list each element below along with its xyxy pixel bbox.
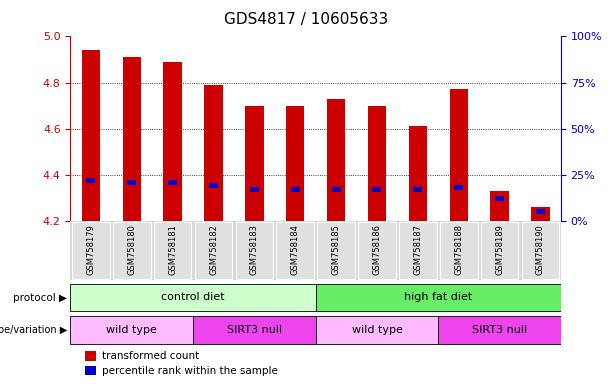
Bar (168, 180, 177, 185)
Bar (209, 183, 218, 188)
FancyBboxPatch shape (438, 316, 561, 344)
Text: control diet: control diet (161, 292, 225, 302)
FancyBboxPatch shape (70, 284, 316, 311)
Bar (454, 185, 463, 190)
Bar (123, 57, 141, 221)
FancyBboxPatch shape (193, 316, 316, 344)
FancyBboxPatch shape (195, 222, 232, 279)
FancyBboxPatch shape (72, 222, 110, 279)
Bar (531, 207, 550, 221)
Text: GSM758183: GSM758183 (250, 224, 259, 275)
Bar (250, 187, 259, 192)
Bar (409, 126, 427, 221)
Bar (204, 85, 223, 221)
Bar (286, 106, 305, 221)
Bar (291, 187, 300, 192)
Text: GSM758180: GSM758180 (128, 224, 136, 275)
Text: percentile rank within the sample: percentile rank within the sample (102, 366, 278, 376)
Text: genotype/variation ▶: genotype/variation ▶ (0, 325, 67, 335)
Bar (413, 187, 422, 192)
FancyBboxPatch shape (316, 284, 561, 311)
Bar (86, 178, 96, 183)
Text: wild type: wild type (107, 324, 157, 334)
Bar (85, 351, 96, 361)
Text: GSM758182: GSM758182 (209, 224, 218, 275)
Bar (70, 221, 561, 280)
Text: GSM758184: GSM758184 (291, 224, 300, 275)
Bar (490, 191, 509, 221)
Text: high fat diet: high fat diet (404, 292, 473, 302)
FancyBboxPatch shape (440, 222, 478, 279)
Bar (128, 180, 136, 185)
FancyBboxPatch shape (154, 222, 191, 279)
Text: GSM758189: GSM758189 (495, 224, 504, 275)
Text: wild type: wild type (352, 324, 402, 334)
Text: GSM758188: GSM758188 (454, 224, 463, 275)
FancyBboxPatch shape (399, 222, 436, 279)
FancyBboxPatch shape (235, 222, 273, 279)
FancyBboxPatch shape (276, 222, 314, 279)
Text: GSM758179: GSM758179 (86, 224, 96, 275)
Text: GSM758187: GSM758187 (413, 224, 422, 275)
Text: protocol ▶: protocol ▶ (13, 293, 67, 303)
FancyBboxPatch shape (522, 222, 559, 279)
Bar (332, 187, 341, 192)
FancyBboxPatch shape (481, 222, 519, 279)
Text: GSM758186: GSM758186 (373, 224, 381, 275)
Bar (164, 62, 182, 221)
FancyBboxPatch shape (318, 222, 355, 279)
Bar (327, 99, 345, 221)
Text: GSM758190: GSM758190 (536, 224, 545, 275)
Bar (536, 209, 545, 214)
Text: SIRT3 null: SIRT3 null (472, 324, 527, 334)
FancyBboxPatch shape (70, 316, 193, 344)
Bar (368, 106, 386, 221)
Text: GSM758185: GSM758185 (332, 224, 341, 275)
Text: SIRT3 null: SIRT3 null (227, 324, 282, 334)
FancyBboxPatch shape (113, 222, 151, 279)
Bar (495, 196, 504, 201)
Bar (82, 50, 100, 221)
Text: GDS4817 / 10605633: GDS4817 / 10605633 (224, 12, 389, 27)
Bar (449, 89, 468, 221)
FancyBboxPatch shape (316, 316, 438, 344)
Text: transformed count: transformed count (102, 351, 200, 361)
FancyBboxPatch shape (358, 222, 396, 279)
Bar (373, 187, 381, 192)
Bar (85, 366, 96, 375)
Bar (245, 106, 264, 221)
Text: GSM758181: GSM758181 (168, 224, 177, 275)
